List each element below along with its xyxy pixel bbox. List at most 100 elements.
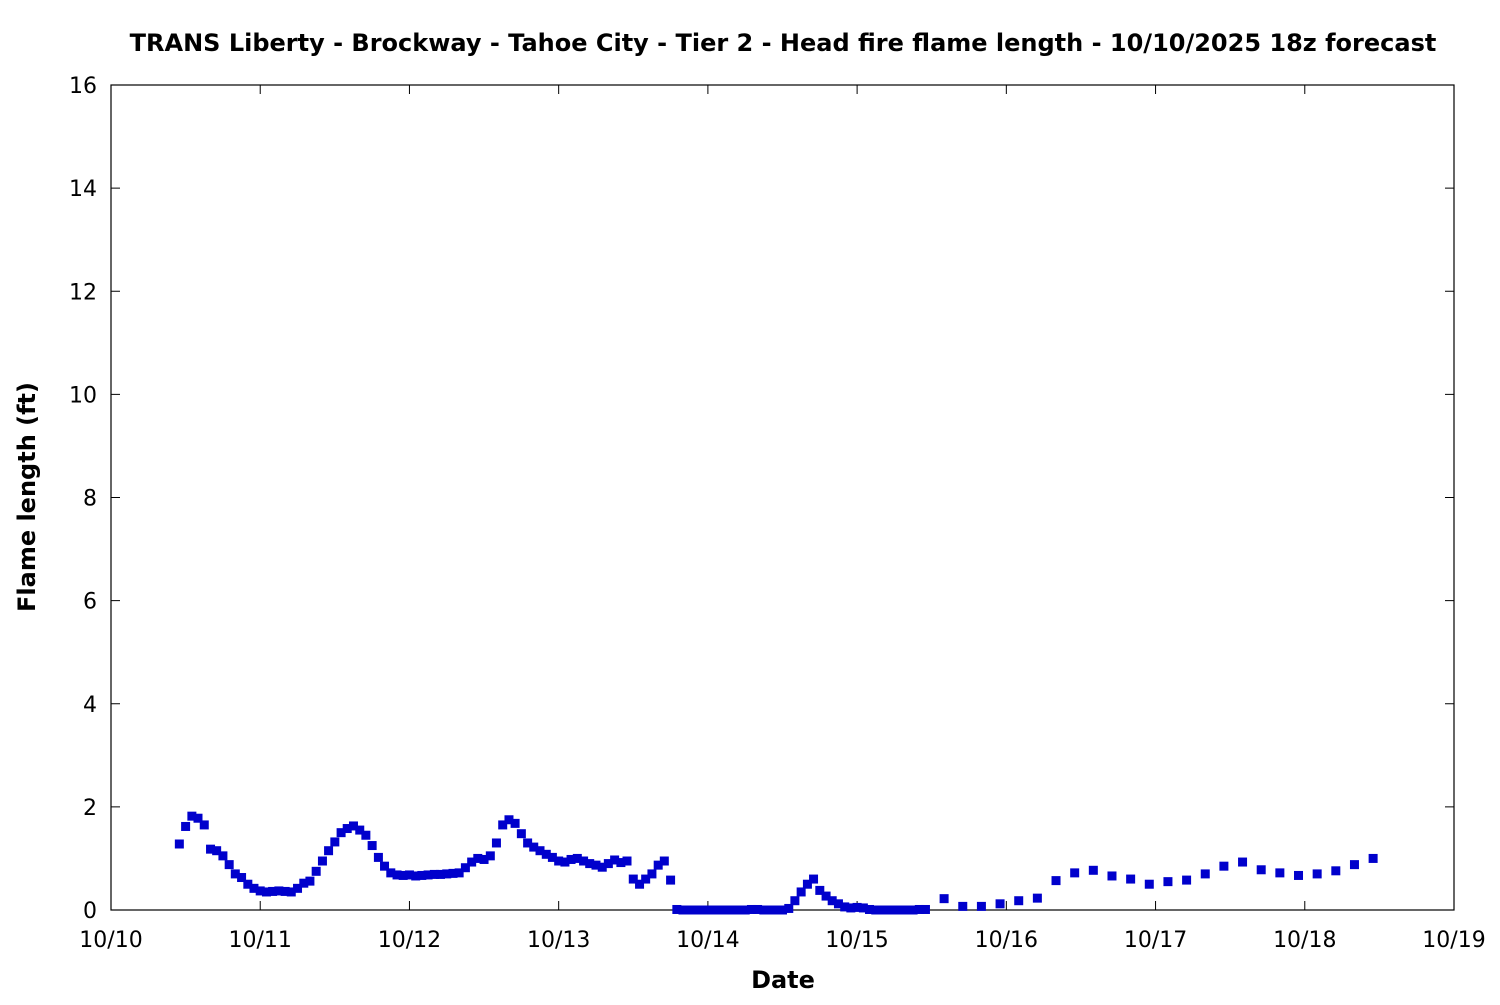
data-point bbox=[883, 905, 893, 915]
y-tick-label: 4 bbox=[83, 693, 97, 718]
data-point bbox=[958, 901, 968, 911]
data-point bbox=[199, 820, 209, 830]
data-point bbox=[274, 886, 284, 896]
data-point bbox=[255, 886, 265, 896]
data-point bbox=[603, 859, 613, 869]
data-point bbox=[1294, 870, 1304, 880]
data-point bbox=[802, 879, 812, 889]
data-point bbox=[1238, 857, 1248, 867]
data-point bbox=[635, 879, 645, 889]
data-point bbox=[174, 839, 184, 849]
x-tick-label: 10/18 bbox=[1273, 928, 1336, 953]
data-point bbox=[206, 844, 216, 854]
data-point bbox=[740, 905, 750, 915]
data-point bbox=[448, 868, 458, 878]
y-axis: 0 2 4 6 8 10 12 14 16 bbox=[69, 74, 1454, 924]
x-axis: 10/10 10/11 10/12 10/13 10/14 10/15 10/16 10/17… bbox=[79, 85, 1486, 953]
data-point bbox=[821, 891, 831, 901]
data-point bbox=[535, 846, 545, 856]
data-point bbox=[1331, 866, 1341, 876]
y-tick-label: 0 bbox=[83, 899, 97, 924]
x-tick-label: 10/15 bbox=[825, 928, 888, 953]
data-point bbox=[330, 837, 340, 847]
data-point bbox=[286, 887, 296, 897]
data-point bbox=[293, 883, 303, 893]
data-point bbox=[572, 853, 582, 863]
plot-frame bbox=[110, 84, 1455, 911]
data-point bbox=[460, 863, 470, 873]
data-point bbox=[317, 856, 327, 866]
data-point bbox=[709, 905, 719, 915]
data-point bbox=[840, 902, 850, 912]
data-point bbox=[392, 870, 402, 880]
data-point bbox=[765, 905, 775, 915]
x-tick-label: 10/16 bbox=[975, 928, 1038, 953]
data-point bbox=[541, 849, 551, 859]
data-point bbox=[641, 874, 651, 884]
x-tick-label: 10/11 bbox=[229, 928, 292, 953]
data-point bbox=[367, 841, 377, 851]
data-point bbox=[348, 821, 358, 831]
data-point bbox=[976, 901, 986, 911]
data-point bbox=[386, 868, 396, 878]
data-point bbox=[268, 886, 278, 896]
data-point bbox=[1014, 896, 1024, 906]
data-point bbox=[1070, 868, 1080, 878]
data-point bbox=[653, 860, 663, 870]
data-point bbox=[212, 846, 222, 856]
data-point bbox=[889, 905, 899, 915]
data-point bbox=[218, 851, 228, 861]
x-tick-label: 10/19 bbox=[1422, 928, 1485, 953]
data-point bbox=[591, 860, 601, 870]
data-point bbox=[237, 873, 247, 883]
data-point bbox=[809, 874, 819, 884]
data-point bbox=[647, 869, 657, 879]
y-tick-label: 10 bbox=[69, 383, 97, 408]
data-point bbox=[516, 829, 526, 839]
chart-title: TRANS Liberty - Brockway - Tahoe City - … bbox=[130, 29, 1437, 57]
data-point bbox=[896, 905, 906, 915]
data-point bbox=[1088, 865, 1098, 875]
data-point bbox=[249, 883, 259, 893]
data-point bbox=[622, 856, 632, 866]
data-point bbox=[759, 905, 769, 915]
data-point bbox=[193, 813, 203, 823]
data-point bbox=[523, 838, 533, 848]
data-point bbox=[411, 871, 421, 881]
y-tick-label: 6 bbox=[83, 590, 97, 615]
data-point bbox=[305, 876, 315, 886]
data-point bbox=[224, 860, 234, 870]
data-point bbox=[566, 854, 576, 864]
data-point bbox=[1256, 865, 1266, 875]
data-point bbox=[659, 856, 669, 866]
data-point bbox=[796, 887, 806, 897]
data-point bbox=[187, 811, 197, 821]
data-point bbox=[467, 857, 477, 867]
y-tick-label: 16 bbox=[69, 74, 97, 99]
data-point bbox=[398, 870, 408, 880]
data-point bbox=[784, 903, 794, 913]
x-tick-label: 10/12 bbox=[378, 928, 441, 953]
data-point bbox=[1126, 874, 1136, 884]
data-point bbox=[678, 905, 688, 915]
data-point bbox=[1182, 875, 1192, 885]
data-point bbox=[342, 824, 352, 834]
data-point bbox=[684, 905, 694, 915]
data-point bbox=[579, 856, 589, 866]
data-point bbox=[902, 905, 912, 915]
data-point bbox=[324, 846, 334, 856]
data-point bbox=[815, 885, 825, 895]
data-point bbox=[504, 815, 514, 825]
data-point bbox=[753, 904, 763, 914]
data-point bbox=[404, 870, 414, 880]
y-tick-label: 12 bbox=[69, 280, 97, 305]
data-point bbox=[871, 905, 881, 915]
data-point bbox=[672, 904, 682, 914]
data-point bbox=[435, 869, 445, 879]
data-point bbox=[485, 851, 495, 861]
data-point bbox=[280, 886, 290, 896]
data-point bbox=[498, 820, 508, 830]
y-tick-label: 2 bbox=[83, 796, 97, 821]
